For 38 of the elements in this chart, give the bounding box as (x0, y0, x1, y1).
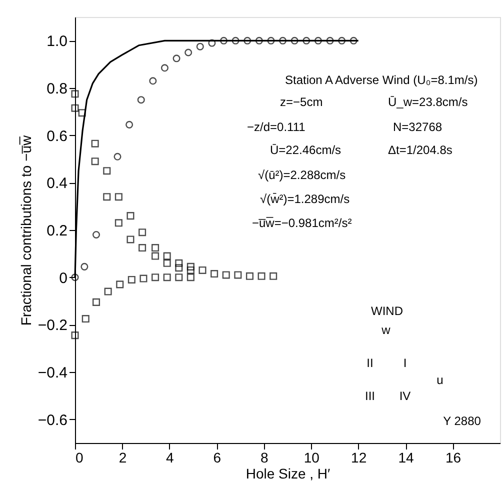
annotation: −z/d=0.111 (247, 120, 306, 134)
annotation: Ū=22.46cm/s (270, 143, 342, 157)
annotation: Ū_w=23.8cm/s (388, 95, 468, 109)
y-axis-title: Fractional contributions to −u̅w̅ (18, 134, 34, 326)
annotation: Station A Adverse Wind (U₀=8.1m/s) (285, 73, 478, 87)
annotation: z=−5cm (280, 95, 323, 109)
annotation: IV (399, 389, 411, 403)
x-tick-label: 6 (213, 450, 222, 466)
annotation: √(w̄²)=1.289cm/s (260, 192, 350, 206)
x-tick-label: 0 (76, 450, 84, 466)
y-tick-label: 0 (59, 270, 68, 287)
annotation: N=32768 (393, 120, 442, 134)
annotation: √(ū²)=2.288cm/s (258, 168, 346, 182)
y-tick-label: −0.4 (38, 364, 68, 382)
x-tick-label: 4 (166, 450, 174, 466)
annotation: III (364, 389, 376, 403)
annotation: I (403, 356, 407, 370)
annotation: II (366, 356, 374, 370)
annotation: WIND (371, 304, 404, 318)
y-tick-label: 0.6 (46, 128, 68, 145)
annotation: Δt=1/204.8s (388, 143, 452, 157)
x-tick-label: 12 (351, 450, 367, 466)
annotation: w (380, 323, 391, 337)
x-axis-title: Hole Size , H′ (246, 466, 331, 482)
x-tick-label: 14 (398, 450, 414, 466)
y-tick-label: −0.2 (38, 317, 68, 334)
y-tick-label: 0.4 (46, 175, 68, 192)
annotation: u (436, 373, 444, 387)
annotation: −u̅w̅=−0.981cm²/s² (252, 216, 352, 230)
x-tick-label: 2 (118, 450, 127, 466)
x-tick-label: 16 (445, 450, 462, 466)
x-tick-label: 10 (304, 450, 320, 466)
annotation: Y 2880 (443, 414, 482, 428)
y-tick-label: −0.6 (38, 412, 68, 429)
y-tick-label: 1.0 (46, 33, 68, 50)
x-tick-label: 8 (260, 450, 268, 466)
y-tick-label: 0.2 (46, 222, 68, 240)
y-tick-label: 0.8 (46, 80, 68, 98)
